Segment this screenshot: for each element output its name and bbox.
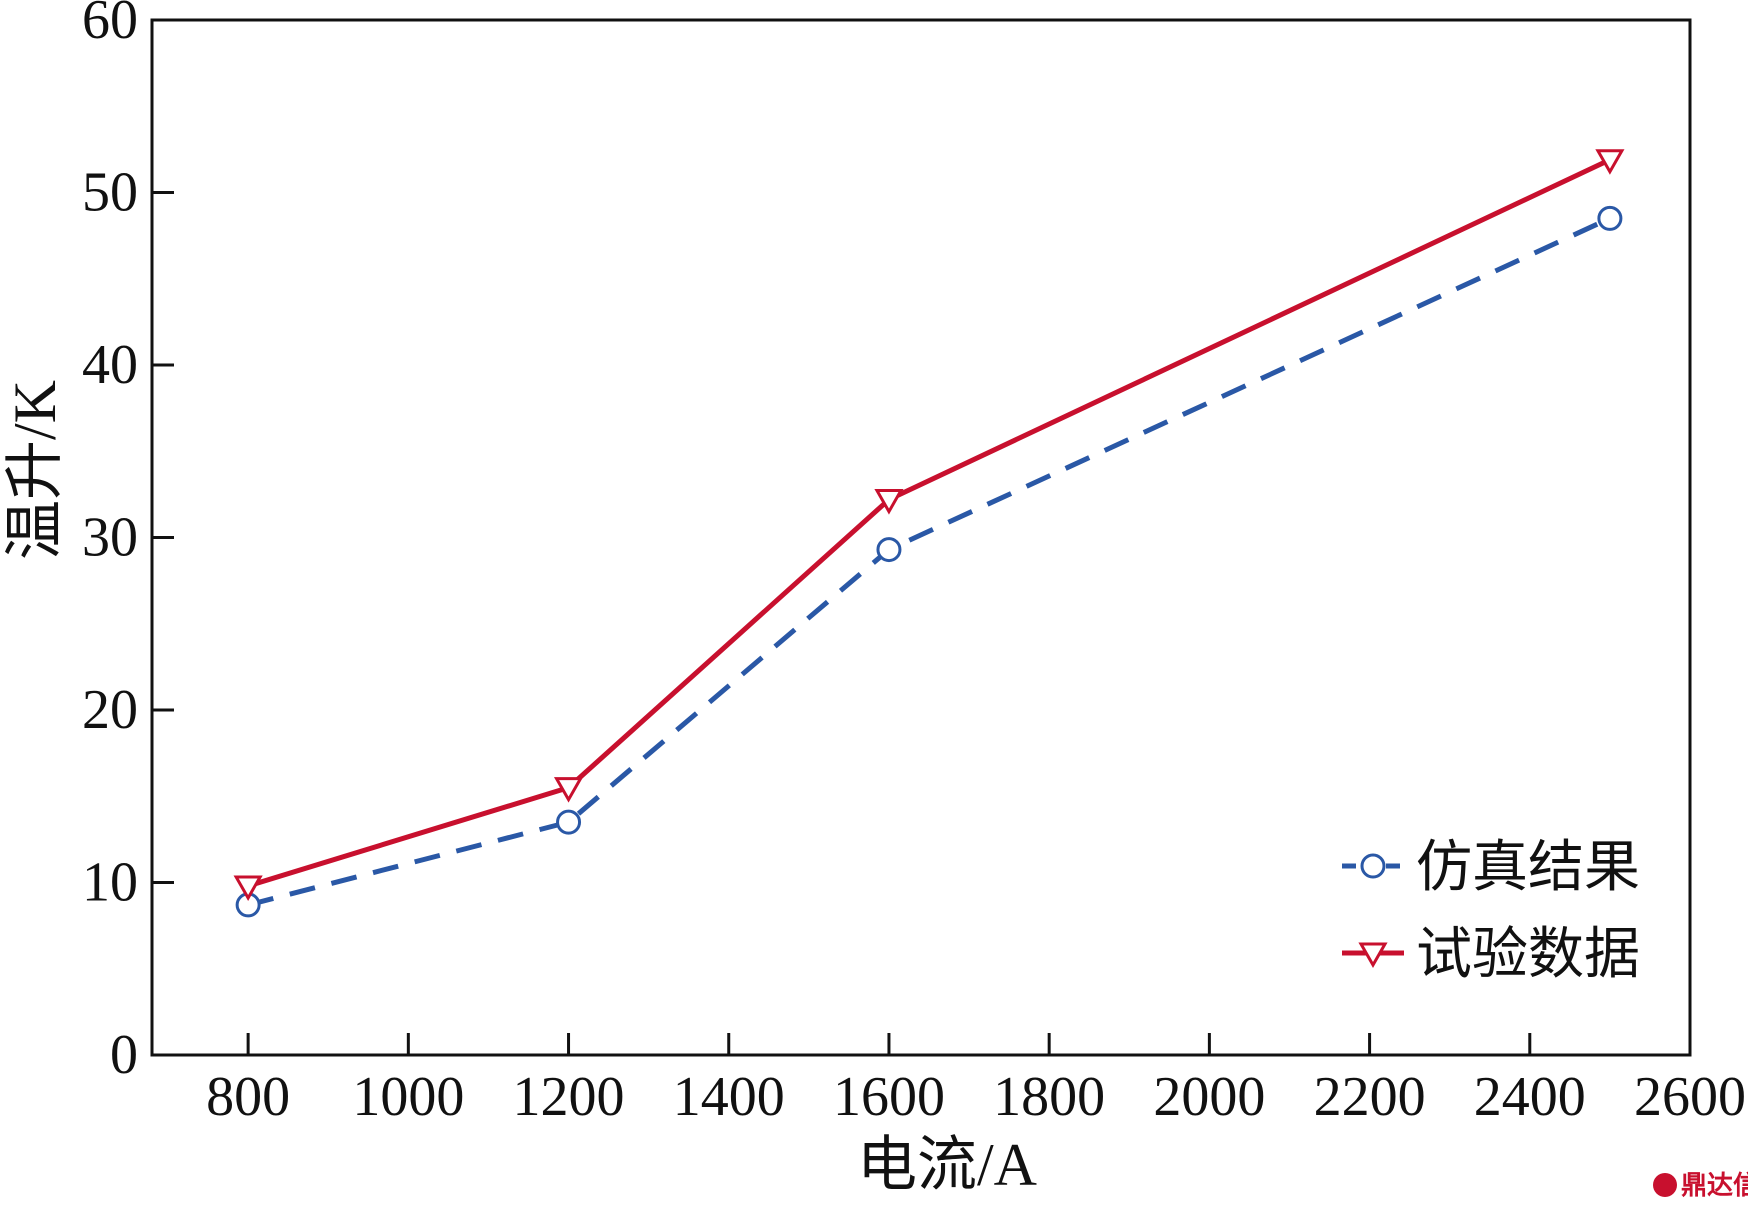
data-point-marker	[874, 489, 904, 515]
x-tick-label: 1400	[673, 1066, 785, 1128]
x-axis-title: 电流/A	[857, 1132, 1037, 1198]
y-tick-label: 10	[82, 852, 138, 914]
y-tick-label: 40	[82, 334, 138, 396]
series-0	[235, 205, 1623, 918]
series-1	[233, 149, 1625, 901]
y-tick-label: 30	[82, 507, 138, 569]
x-tick-label: 2400	[1474, 1066, 1586, 1128]
legend-item-0: 仿真结果	[1342, 835, 1640, 900]
logo-badge-icon	[1653, 1173, 1677, 1197]
data-point-marker	[876, 537, 902, 563]
data-point-marker	[1360, 853, 1386, 879]
y-tick-label: 60	[82, 0, 138, 51]
x-tick-label: 2200	[1314, 1066, 1426, 1128]
series-layer	[233, 149, 1625, 918]
series-line	[247, 216, 1611, 908]
data-point-marker	[1597, 205, 1623, 231]
y-tick-label: 0	[110, 1024, 138, 1086]
x-tick-label: 1200	[513, 1066, 625, 1128]
x-tick-label: 2600	[1634, 1066, 1746, 1128]
data-point-marker	[553, 777, 584, 803]
legend-item-1: 试验数据	[1342, 922, 1640, 987]
y-tick-label: 50	[82, 162, 138, 224]
legend-label: 仿真结果	[1416, 835, 1640, 900]
x-tick-label: 2000	[1153, 1066, 1265, 1128]
legend-swatch-marker	[1358, 942, 1388, 969]
plot-area-frame	[150, 18, 1692, 1057]
data-point-marker	[1358, 942, 1388, 969]
y-axis-title: 温升/K	[2, 380, 68, 560]
series-line	[247, 157, 1611, 889]
data-point-marker	[233, 875, 263, 901]
data-point-marker	[1595, 149, 1625, 175]
legend: 仿真结果 试验数据	[1342, 835, 1640, 987]
legend-swatch-marker	[1360, 853, 1386, 879]
data-point-marker	[556, 809, 582, 835]
x-tick-label: 1000	[352, 1066, 464, 1128]
watermark-logo: 鼎达信	[1653, 1171, 1748, 1201]
tick-labels: 0 10 20 30 40 50 60 800 1000 1200 1400 1600 1800 2000…	[82, 0, 1746, 1128]
x-tick-label: 800	[206, 1066, 290, 1128]
legend-label: 试验数据	[1416, 922, 1640, 987]
x-tick-label: 1600	[833, 1066, 945, 1128]
x-tick-label: 1800	[993, 1066, 1105, 1128]
y-tick-label: 20	[82, 679, 138, 741]
watermark-text: 鼎达信	[1681, 1171, 1748, 1201]
